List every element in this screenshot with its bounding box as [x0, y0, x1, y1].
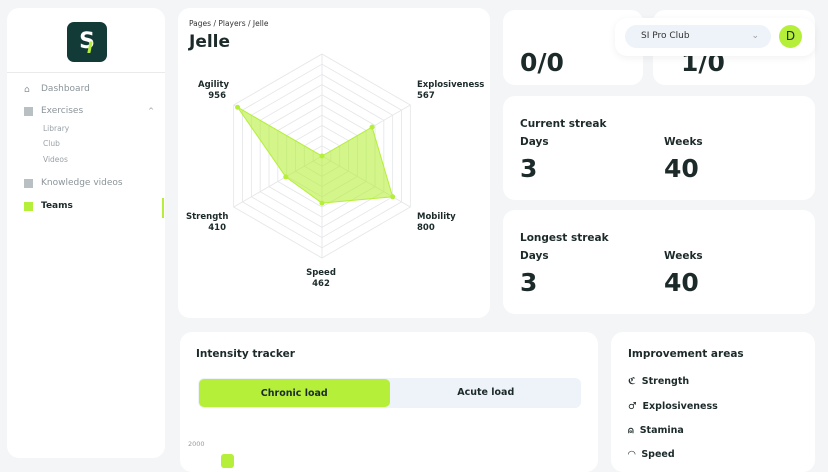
chart-bar: [221, 454, 234, 468]
improvement-item-stamina: ⍝ Stamina: [628, 425, 684, 436]
chevron-down-icon: ⌄: [751, 31, 759, 41]
improvement-areas-card: Improvement areas ℭ Strength ♂ Explosivene…: [611, 332, 815, 472]
sidebar-item-teams[interactable]: Teams: [24, 201, 73, 211]
days-value: 3: [520, 154, 538, 183]
weeks-value: 40: [664, 268, 699, 297]
radar-point-mobility[interactable]: [390, 194, 396, 200]
home-icon: ⌂: [24, 84, 30, 95]
days-value: 3: [520, 268, 538, 297]
avatar[interactable]: D: [779, 25, 802, 48]
longest-streak-card: Longest streak Days 3 Weeks 40: [503, 210, 815, 314]
lungs-icon: ⍝: [628, 425, 634, 436]
load-toggle: Chronic load Acute load: [198, 378, 581, 408]
radar-point-explosiveness[interactable]: [369, 124, 375, 130]
label-strength: Strength 410: [186, 212, 229, 233]
sidebar-subitem-videos[interactable]: Videos: [43, 155, 68, 164]
y-tick: 2000: [188, 440, 205, 448]
label-agility: Agility 956: [198, 80, 230, 101]
radar-point-axis-0[interactable]: [319, 153, 325, 159]
grid-icon: [24, 106, 33, 116]
weeks-value: 40: [664, 154, 699, 183]
grid-icon: [24, 178, 33, 188]
tab-chronic-load[interactable]: Chronic load: [199, 379, 390, 407]
label-speed: Speed 462: [306, 268, 336, 289]
breadcrumb[interactable]: Pages / Players / Jelle: [189, 19, 269, 28]
radar-point-strength[interactable]: [283, 174, 289, 180]
improvement-item-speed: ◠ Speed: [628, 449, 675, 460]
active-indicator: [162, 198, 164, 218]
chevron-up-icon: ^: [148, 107, 154, 115]
grid-icon: [24, 201, 33, 211]
radar-area: [237, 106, 394, 204]
speedometer-icon: ◠: [628, 449, 636, 460]
improvement-item-strength: ℭ Strength: [628, 376, 690, 387]
sidebar-item-dashboard[interactable]: ⌂ Dashboard: [24, 84, 90, 95]
muscle-icon: ℭ: [628, 376, 636, 387]
radar-point-speed[interactable]: [319, 200, 325, 206]
radar-point-agility[interactable]: [235, 104, 241, 110]
label-mobility: Mobility 800: [417, 212, 456, 233]
label-explosiveness: Explosiveness 567: [417, 80, 485, 101]
sidebar-subitem-library[interactable]: Library: [43, 124, 70, 133]
current-streak-card: Current streak Days 3 Weeks 40: [503, 96, 815, 200]
page-title: Jelle: [189, 32, 231, 52]
intensity-tracker-card: Intensity tracker Chronic load Acute loa…: [180, 332, 598, 472]
club-select[interactable]: SI Pro Club ⌄: [625, 25, 771, 48]
sidebar-item-knowledge-videos[interactable]: Knowledge videos: [24, 178, 123, 188]
tab-acute-load[interactable]: Acute load: [457, 387, 515, 398]
sidebar-subitem-club[interactable]: Club: [43, 139, 60, 148]
male-icon: ♂: [628, 401, 637, 412]
divider: [7, 72, 165, 73]
improvement-item-explosiveness: ♂ Explosiveness: [628, 401, 718, 412]
sidebar-item-exercises[interactable]: Exercises ^: [24, 106, 154, 116]
